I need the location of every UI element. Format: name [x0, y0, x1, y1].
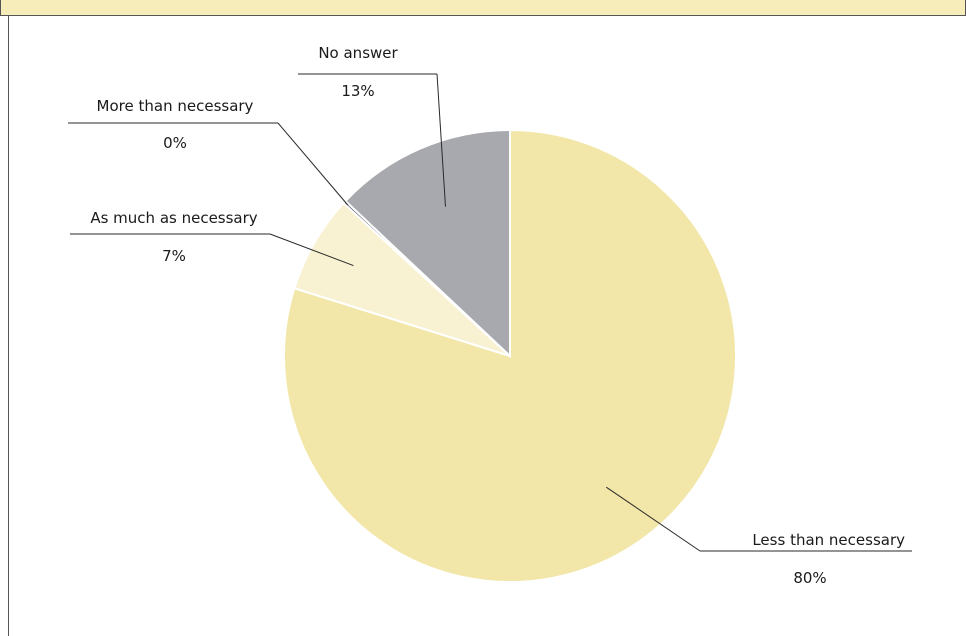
slice-label-more-than-necessary: More than necessary	[97, 97, 254, 115]
slice-value-less-than-necessary: 80%	[793, 569, 826, 587]
slice-label-as-much-as-necessary: As much as necessary	[90, 209, 257, 227]
slice-label-less-than-necessary: Less than necessary	[752, 531, 905, 549]
leader-line-as-much-as-necessary	[269, 233, 354, 267]
left-border-rule	[8, 16, 9, 636]
leader-line-more-than-necessary	[277, 122, 349, 206]
slice-value-more-than-necessary: 0%	[163, 134, 187, 152]
slice-value-no-answer: 13%	[341, 82, 374, 100]
leader-line-no-answer	[436, 73, 446, 207]
slice-label-no-answer: No answer	[318, 44, 398, 62]
pie-slices	[283, 128, 737, 583]
leader-line-less-than-necessary	[606, 486, 701, 552]
slice-value-as-much-as-necessary: 7%	[162, 247, 186, 265]
leader-lines	[68, 73, 912, 552]
pie-slice-no-answer	[344, 128, 511, 359]
